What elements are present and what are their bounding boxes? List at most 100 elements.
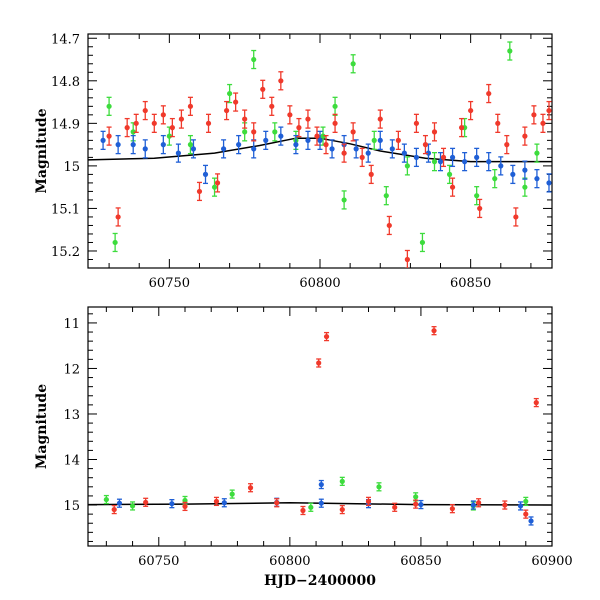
data-point-blue: [486, 151, 492, 172]
data-point-green: [339, 476, 345, 487]
data-point-green: [341, 190, 347, 210]
data-point-red: [178, 109, 185, 129]
data-point-red: [314, 126, 320, 146]
data-point-green: [522, 177, 528, 197]
data-point-red: [205, 113, 212, 133]
data-point-red: [196, 181, 203, 202]
data-point-green: [419, 232, 426, 253]
data-point-blue: [449, 147, 456, 168]
data-point-blue: [389, 139, 395, 159]
data-point-red: [214, 173, 221, 193]
data-point-blue: [534, 169, 540, 189]
data-point-blue: [546, 173, 552, 193]
data-point-blue: [169, 499, 175, 509]
x-tick-label: 60800: [299, 276, 340, 291]
data-point-blue: [318, 498, 324, 508]
data-point-blue: [160, 134, 166, 155]
y-tick-label: 11: [63, 317, 80, 332]
data-point-green: [383, 186, 389, 206]
data-point-red: [323, 331, 330, 342]
data-point-red: [546, 100, 552, 121]
data-point-green: [534, 143, 540, 163]
data-point-red: [486, 83, 492, 104]
data-point-blue: [236, 134, 242, 155]
data-point-red: [133, 113, 139, 133]
plot-area: [88, 326, 552, 526]
model-curve: [88, 502, 552, 506]
data-point-blue: [528, 516, 534, 526]
data-point-blue: [251, 139, 257, 159]
data-point-red: [296, 117, 302, 138]
data-point-red: [341, 143, 347, 163]
data-point-red: [531, 105, 537, 125]
data-point-red: [386, 215, 392, 236]
y-tick-label: 15.2: [51, 245, 80, 260]
data-point-blue: [305, 130, 311, 151]
data-point-red: [323, 134, 329, 155]
data-point-blue: [437, 151, 444, 172]
data-point-red: [287, 105, 293, 125]
x-tick-label: 60850: [400, 554, 441, 569]
data-point-green: [492, 169, 498, 189]
data-point-blue: [522, 160, 528, 180]
data-point-red: [247, 483, 254, 493]
data-point-red: [106, 126, 112, 146]
data-point-red: [395, 130, 401, 151]
data-point-blue: [317, 130, 323, 151]
data-point-red: [278, 71, 284, 91]
data-point-red: [124, 117, 130, 138]
data-point-red: [111, 504, 117, 515]
data-point-red: [223, 100, 230, 121]
data-point-blue: [377, 130, 383, 151]
y-tick-label: 14.7: [51, 32, 80, 47]
data-point-red: [251, 122, 257, 142]
data-point-blue: [116, 498, 123, 508]
data-point-green: [507, 41, 513, 61]
data-point-blue: [221, 498, 227, 508]
data-point-red: [260, 79, 266, 99]
data-point-red: [213, 496, 220, 507]
data-point-green: [106, 96, 112, 116]
x-tick-label: 60900: [531, 554, 572, 569]
data-point-blue: [329, 139, 335, 159]
data-point-red: [522, 126, 528, 146]
data-point-red: [431, 122, 438, 142]
data-point-green: [523, 496, 529, 507]
x-tick-label: 60850: [450, 276, 491, 291]
data-point-blue: [220, 139, 227, 159]
data-point-green: [103, 494, 109, 505]
data-point-green: [227, 83, 233, 104]
data-point-blue: [318, 479, 324, 490]
data-point-green: [308, 502, 314, 512]
data-point-red: [431, 326, 437, 336]
y-tick-label: 14.9: [51, 117, 80, 132]
data-point-red: [392, 502, 398, 512]
y-tick-label: 15: [63, 499, 80, 514]
data-point-red: [350, 122, 356, 142]
data-point-red: [413, 113, 420, 133]
data-point-blue: [175, 143, 181, 163]
data-point-red: [242, 109, 248, 129]
x-tick-label: 60750: [149, 276, 190, 291]
data-point-green: [272, 122, 278, 142]
data-point-blue: [100, 130, 106, 151]
data-point-red: [300, 505, 306, 516]
data-point-green: [474, 186, 480, 206]
data-point-blue: [353, 139, 359, 159]
data-point-red: [449, 177, 456, 197]
data-point-red: [475, 498, 482, 508]
data-point-red: [169, 117, 175, 138]
y-tick-label: 13: [63, 408, 80, 423]
data-point-green: [166, 126, 172, 146]
data-point-red: [440, 147, 447, 168]
data-point-red: [160, 105, 166, 125]
y-axis-title: Magnitude: [34, 108, 50, 193]
data-point-red: [316, 358, 322, 368]
data-point-red: [233, 92, 239, 112]
data-point-red: [513, 207, 519, 227]
data-point-red: [187, 96, 194, 116]
data-point-blue: [517, 501, 524, 511]
y-tick-label: 15: [63, 160, 80, 175]
data-point-blue: [462, 151, 468, 172]
